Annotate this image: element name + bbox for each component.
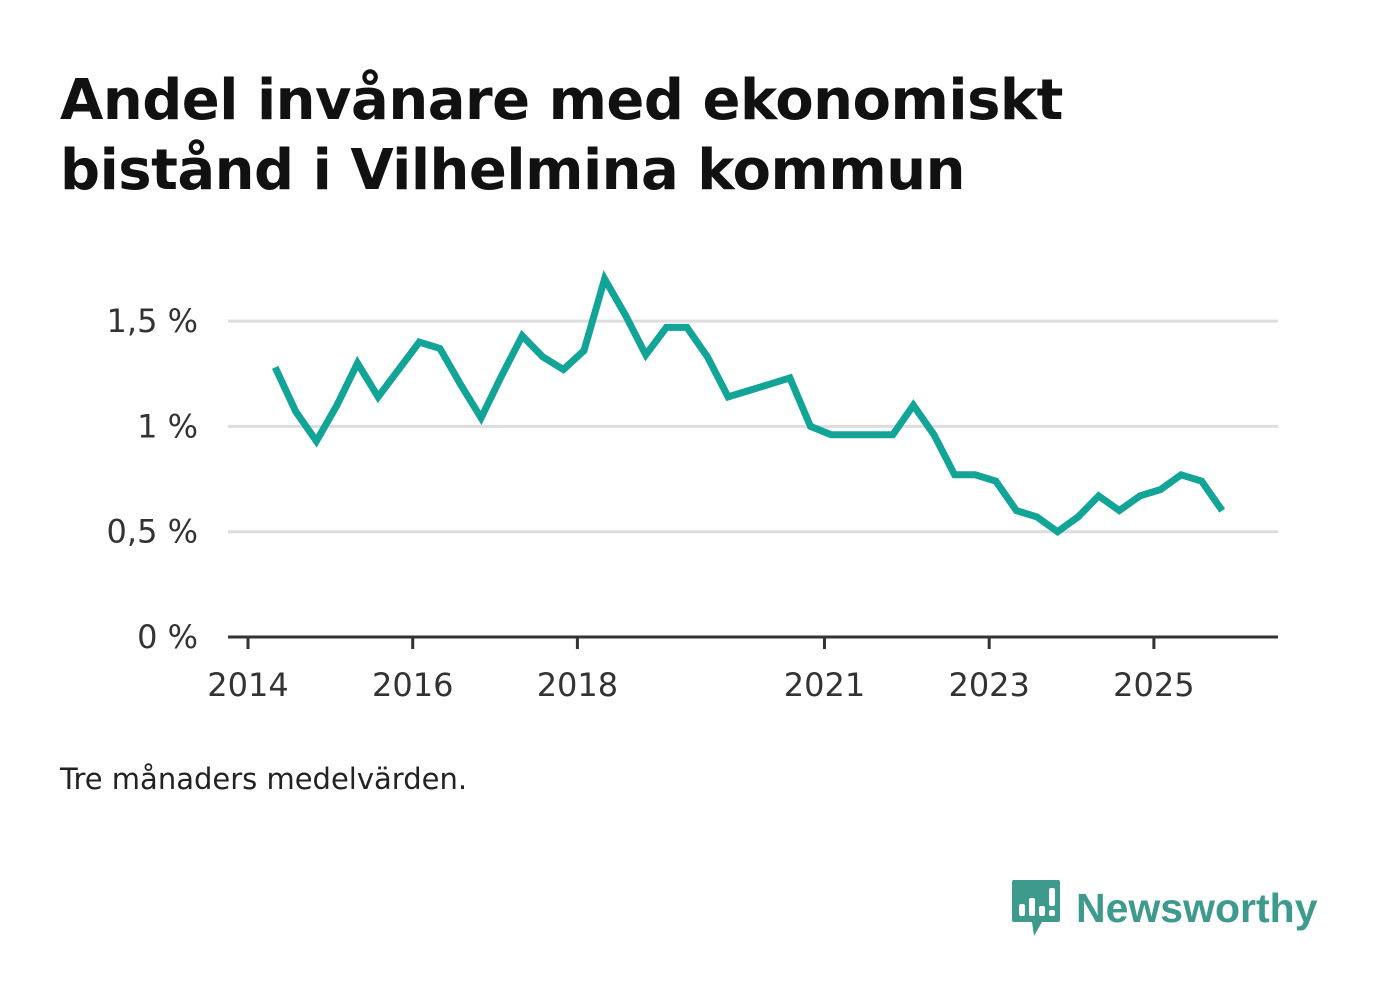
x-tick-label: 2014	[207, 666, 288, 704]
series-group	[272, 269, 1226, 537]
x-tick-label: 2016	[372, 666, 453, 704]
x-tick-label: 2021	[784, 666, 865, 704]
y-tick-label: 0 %	[137, 618, 198, 656]
y-tick-label: 1,5 %	[107, 302, 198, 340]
x-tick-label: 2018	[537, 666, 618, 704]
chart-title: Andel invånare med ekonomiskt bistånd i …	[60, 68, 1063, 203]
y-tick-label: 0,5 %	[107, 513, 198, 551]
line-chart: 0 % 0,5 % 1 % 1,5 % 2014 2016 2018 2021 2023 202…	[107, 269, 1278, 704]
series-line	[272, 269, 1226, 537]
chart-note: Tre månaders medelvärden.	[60, 762, 468, 796]
bar-chart-speech-bubble-icon	[1012, 880, 1060, 936]
y-tick-label: 1 %	[137, 407, 198, 445]
x-tick-label: 2023	[948, 666, 1029, 704]
y-axis: 0 % 0,5 % 1 % 1,5 %	[107, 302, 198, 656]
newsworthy-logo[interactable]: Newsworthy	[1010, 878, 1318, 938]
gridlines	[228, 319, 1278, 534]
x-tick-label: 2025	[1113, 666, 1194, 704]
brand-name: Newsworthy	[1076, 884, 1318, 931]
x-axis: 2014 2016 2018 2021 2023 2025	[207, 635, 1278, 704]
